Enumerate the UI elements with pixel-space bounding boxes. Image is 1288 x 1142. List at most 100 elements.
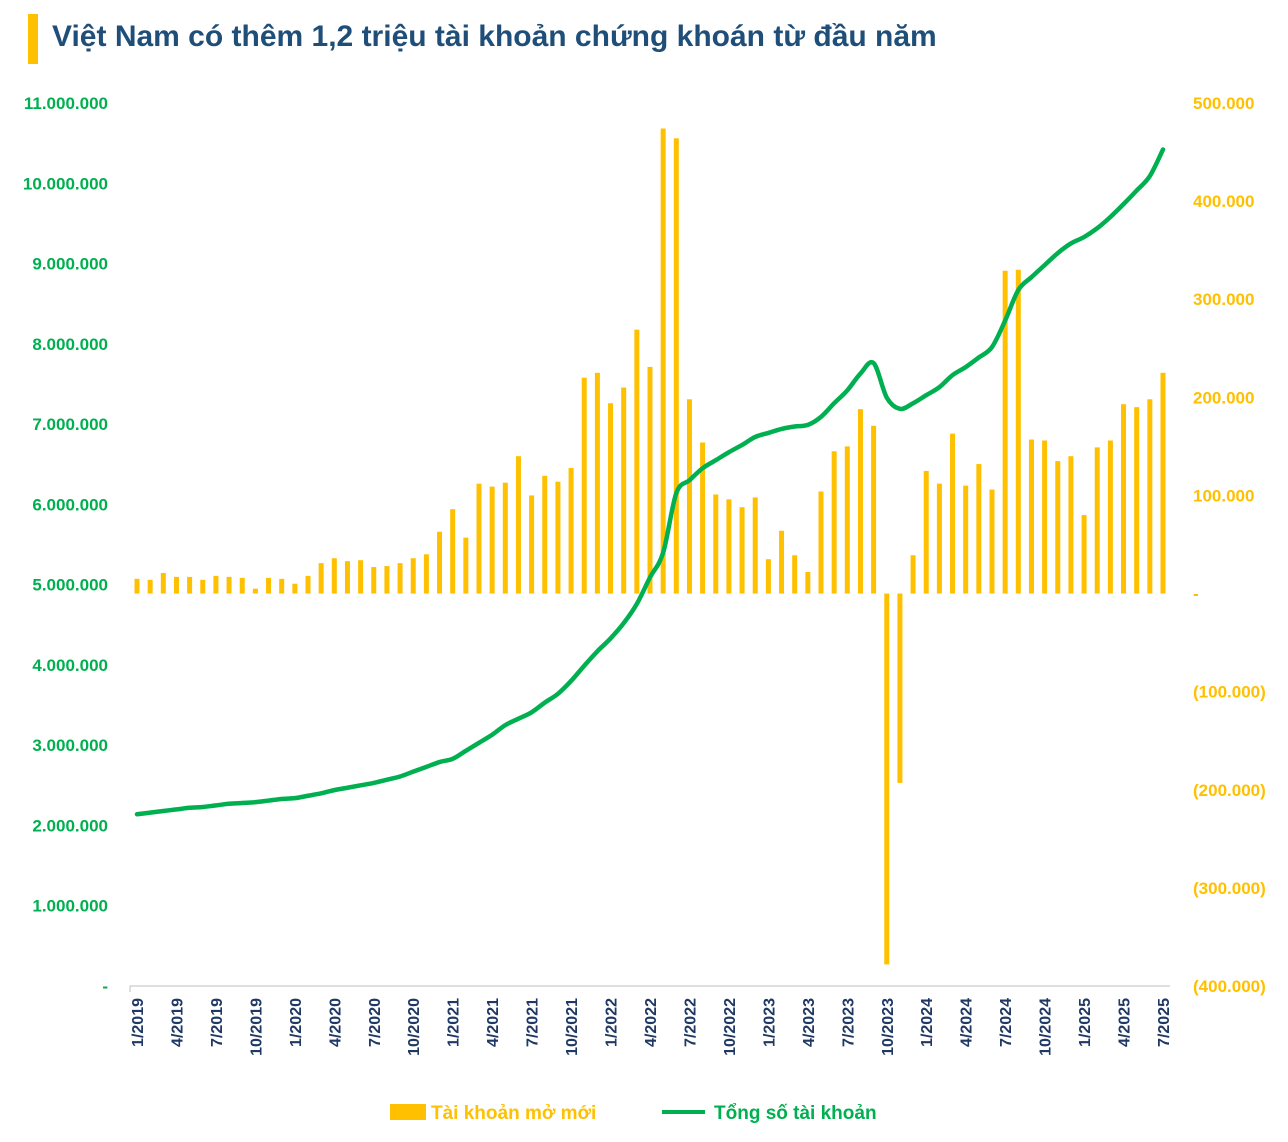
bar-5/2024: [976, 464, 982, 594]
bar-6/2024: [989, 489, 995, 594]
x-tick-label: 4/2020: [327, 998, 344, 1047]
bar-8/2021: [542, 475, 548, 594]
bar-5/2022: [660, 128, 666, 594]
bar-2/2025: [1094, 447, 1100, 594]
bar-11/2024: [1055, 461, 1061, 594]
bar-1/2019: [134, 578, 140, 594]
bar-9/2023: [871, 425, 877, 594]
bar-12/2021: [594, 372, 600, 594]
bar-4/2022: [647, 366, 653, 594]
bar-10/2021: [568, 467, 574, 594]
bar-9/2021: [555, 481, 561, 594]
bar-2/2020: [305, 575, 311, 594]
left-tick-label: 4.000.000: [32, 656, 108, 675]
bar-9/2020: [397, 563, 403, 594]
right-tick-label: -: [1193, 585, 1199, 604]
bar-1/2023: [765, 559, 771, 594]
x-tick-label: 7/2022: [682, 998, 699, 1047]
x-tick-label: 4/2021: [485, 998, 502, 1047]
bar-7/2019: [213, 575, 219, 594]
right-axis: (400.000) (300.000) (200.000) (100.000) - 100…: [1193, 94, 1266, 996]
bar-3/2025: [1107, 440, 1113, 594]
left-tick-label: 3.000.000: [32, 736, 108, 755]
left-tick-label: 6.000.000: [32, 495, 108, 514]
bar-8/2022: [700, 442, 706, 594]
x-tick-label: 7/2024: [998, 998, 1015, 1047]
right-tick-label: (100.000): [1193, 683, 1266, 702]
x-tick-label: 10/2022: [722, 998, 739, 1056]
x-tick-label: 7/2023: [840, 998, 857, 1047]
right-tick-label: (300.000): [1193, 879, 1266, 898]
bar-3/2022: [634, 329, 640, 594]
bar-6/2025: [1147, 399, 1153, 594]
x-tick-label: 7/2021: [525, 998, 542, 1047]
bar-11/2020: [423, 554, 429, 594]
bar-8/2024: [1015, 269, 1021, 594]
bar-11/2019: [266, 577, 272, 594]
x-axis: 1/2019 4/2019 7/2019 10/2019 1/2020 4/2020 7/2…: [129, 986, 1173, 1056]
bar-9/2024: [1028, 439, 1034, 594]
left-tick-label: 8.000.000: [32, 335, 108, 354]
bar-6/2023: [831, 451, 837, 594]
legend: Tài khoản mở mới Tổng số tài khoản: [390, 1103, 877, 1124]
bar-3/2019: [160, 572, 166, 594]
bar-11/2022: [739, 507, 745, 594]
bar-1/2025: [1081, 515, 1087, 594]
bar-10/2022: [726, 499, 732, 594]
x-tick-label: 1/2020: [288, 998, 305, 1047]
bar-10/2024: [1042, 440, 1048, 594]
left-tick-label: 10.000.000: [23, 174, 108, 193]
chart-title: Việt Nam có thêm 1,2 triệu tài khoản chứ…: [52, 20, 937, 53]
right-tick-label: 200.000: [1193, 388, 1254, 407]
x-tick-label: 10/2024: [1038, 998, 1055, 1056]
x-tick-label: 4/2024: [959, 998, 976, 1047]
x-tick-label: 7/2020: [367, 998, 384, 1047]
legend-label-line: Tổng số tài khoản: [714, 1103, 877, 1124]
bar-9/2019: [239, 577, 245, 594]
bar-12/2022: [752, 497, 758, 594]
right-tick-label: 100.000: [1193, 486, 1254, 505]
bar-5/2023: [818, 491, 824, 594]
bar-10/2019: [252, 588, 258, 594]
bar-3/2020: [318, 563, 324, 594]
bar-1/2020: [292, 583, 298, 594]
left-tick-label: 5.000.000: [32, 576, 108, 595]
bar-5/2021: [502, 482, 508, 594]
right-tick-label: (400.000): [1193, 977, 1266, 996]
left-tick-label: 9.000.000: [32, 255, 108, 274]
bar-4/2019: [173, 576, 179, 594]
bar-4/2025: [1121, 404, 1127, 594]
x-tick-label: 4/2023: [801, 998, 818, 1047]
bar-7/2024: [1002, 270, 1008, 594]
left-axis: - 1.000.000 2.000.000 3.000.000 4.000.000 5.0…: [23, 94, 108, 996]
right-tick-label: 500.000: [1193, 94, 1254, 113]
left-tick-label: -: [102, 977, 108, 996]
bar-10/2020: [410, 558, 416, 594]
bar-7/2023: [844, 446, 850, 594]
left-tick-label: 1.000.000: [32, 897, 108, 916]
right-tick-label: (200.000): [1193, 781, 1266, 800]
bar-4/2024: [963, 485, 969, 594]
x-tick-label: 4/2025: [1117, 998, 1134, 1047]
bar-2/2019: [147, 579, 153, 594]
bar-6/2021: [515, 456, 521, 594]
bar-6/2019: [200, 579, 206, 594]
x-tick-label: 1/2023: [761, 998, 778, 1047]
bar-6/2022: [673, 138, 679, 594]
bar-4/2023: [805, 571, 811, 594]
bar-7/2020: [371, 567, 377, 594]
x-tick-label: 1/2024: [919, 998, 936, 1047]
left-tick-label: 7.000.000: [32, 415, 108, 434]
bar-1/2022: [608, 403, 614, 594]
bar-5/2020: [344, 561, 350, 594]
bar-5/2019: [187, 576, 193, 594]
bar-1/2021: [450, 509, 456, 594]
bar-3/2023: [792, 555, 798, 594]
left-tick-label: 11.000.000: [24, 94, 108, 113]
x-tick-label: 10/2021: [564, 998, 581, 1056]
x-tick-label: 10/2020: [406, 998, 423, 1056]
right-tick-label: 400.000: [1193, 192, 1254, 211]
x-tick-label: 1/2025: [1077, 998, 1094, 1047]
bar-11/2023: [897, 593, 903, 783]
